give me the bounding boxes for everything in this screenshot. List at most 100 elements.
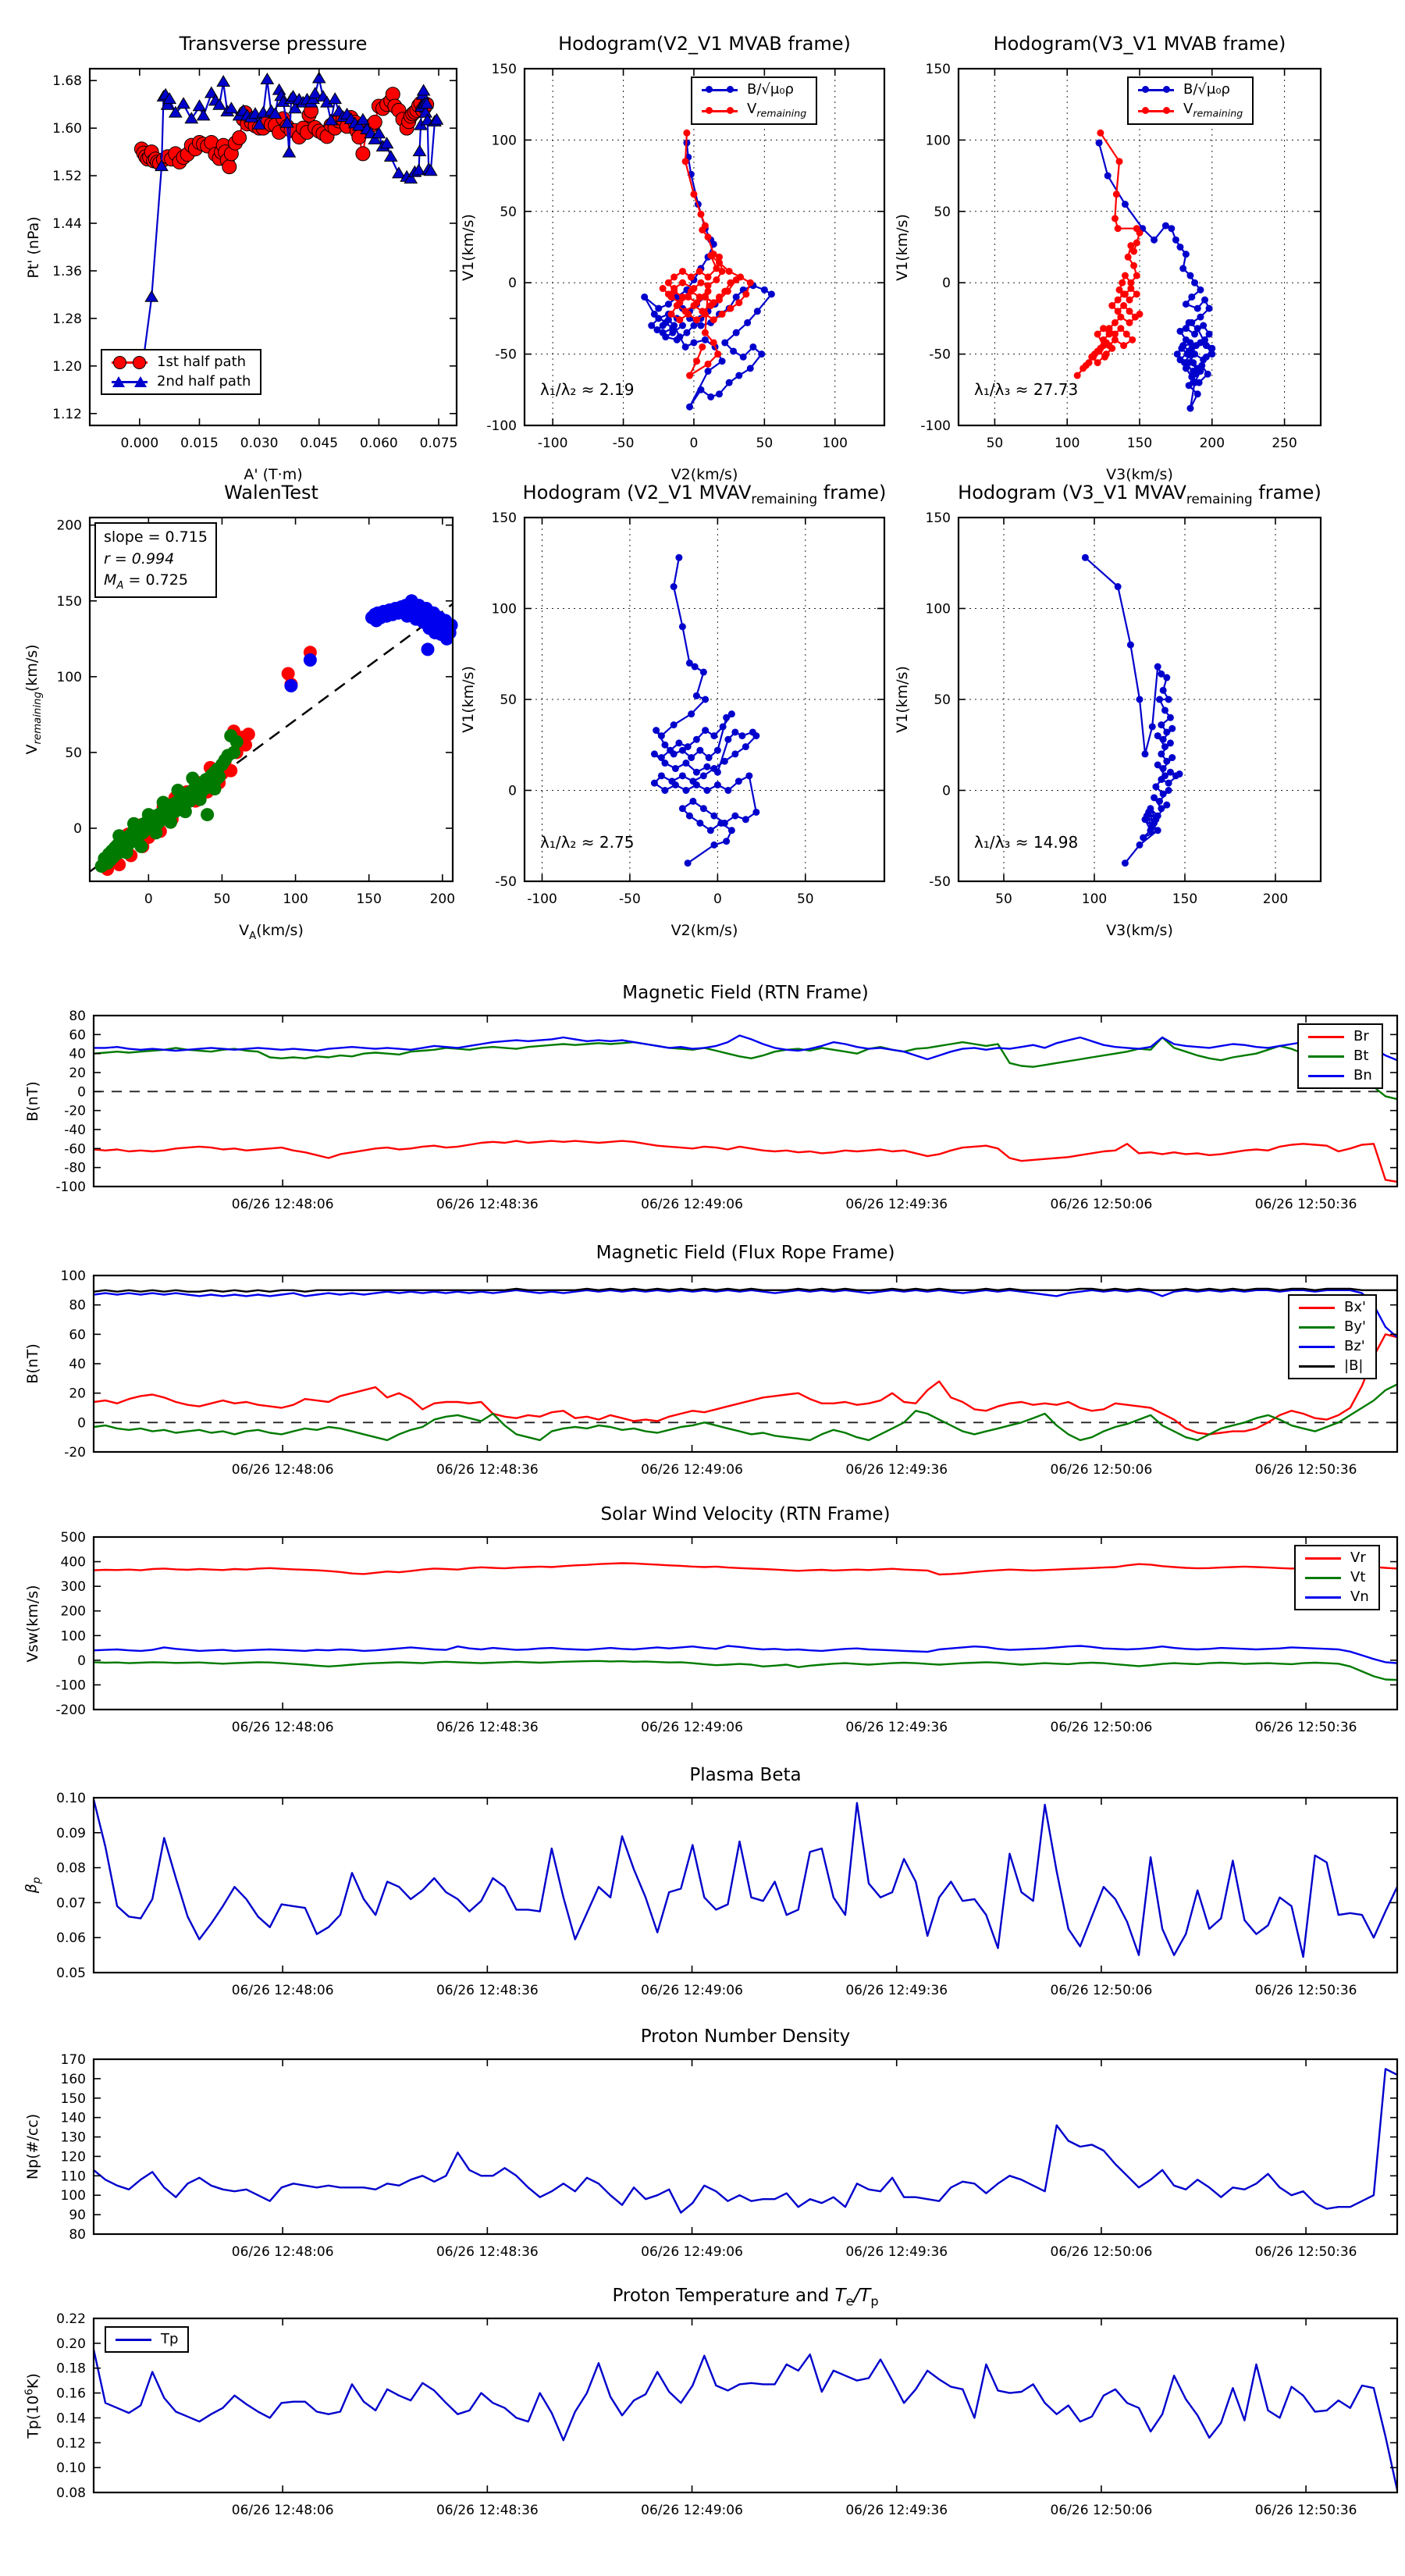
svg-text:06/26 12:48:36: 06/26 12:48:36	[436, 1197, 539, 1212]
title-subscript: e	[845, 2293, 854, 2309]
svg-text:50: 50	[65, 745, 82, 761]
svg-text:0: 0	[942, 784, 951, 799]
svg-text:150: 150	[57, 594, 82, 610]
svg-text:-100: -100	[920, 418, 951, 434]
tp-ylabel: Tp(106K)	[23, 2373, 41, 2439]
title-math: /	[853, 2286, 860, 2306]
svg-text:100: 100	[283, 891, 308, 907]
svg-text:60: 60	[69, 1327, 86, 1343]
red-line-swatch	[1308, 1030, 1344, 1043]
hodogram1-eigenvalue-annotation: λ₁/λ₂ ≈ 2.19	[540, 380, 635, 399]
svg-text:06/26 12:48:36: 06/26 12:48:36	[436, 2503, 539, 2518]
svg-text:300: 300	[61, 1579, 86, 1595]
svg-text:80: 80	[69, 1298, 86, 1314]
vsw-ylabel: Vsw(km/s)	[24, 1584, 41, 1663]
legend-label: By'	[1344, 1318, 1366, 1335]
label-text: = 0.725	[123, 571, 188, 589]
beta-title: Plasma Beta	[689, 1765, 802, 1785]
legend-label: B/√μ₀ρ	[1183, 81, 1230, 98]
svg-text:0.015: 0.015	[180, 436, 219, 451]
walen-ylabel: Vremaining(km/s)	[23, 644, 44, 754]
label-text: (km/s)	[23, 644, 41, 692]
label-subscript: A	[249, 930, 257, 942]
svg-text:170: 170	[61, 2052, 86, 2068]
legend-item: Tp	[116, 2332, 178, 2347]
legend-label: 2nd half path	[157, 373, 251, 390]
svg-text:-100: -100	[486, 418, 517, 434]
svg-text:06/26 12:49:06: 06/26 12:49:06	[641, 2244, 743, 2260]
svg-text:06/26 12:49:06: 06/26 12:49:06	[641, 1197, 743, 1212]
svg-text:50: 50	[934, 692, 951, 708]
svg-text:06/26 12:50:36: 06/26 12:50:36	[1255, 1462, 1357, 1478]
legend-item: |B|	[1299, 1359, 1366, 1373]
legend-label: Vt	[1350, 1569, 1366, 1585]
svg-text:1.36: 1.36	[52, 264, 82, 279]
legend-label: B/√μ₀ρ	[747, 81, 794, 98]
svg-text:0.20: 0.20	[56, 2336, 86, 2352]
pressure-legend: 1st half path 2nd half path	[101, 349, 262, 395]
svg-text:0.16: 0.16	[56, 2386, 86, 2402]
svg-text:06/26 12:50:36: 06/26 12:50:36	[1255, 1197, 1357, 1212]
beta-ylabel: βp	[23, 1877, 43, 1894]
red-dotted-line-swatch	[1138, 105, 1174, 117]
svg-text:06/26 12:49:06: 06/26 12:49:06	[641, 1983, 743, 1998]
svg-text:0.000: 0.000	[121, 436, 159, 451]
svg-text:130: 130	[61, 2130, 86, 2146]
hodogram4-title: Hodogram (V3_V1 MVAVremaining frame)	[958, 482, 1321, 507]
legend-item: B/√μ₀ρ	[1138, 83, 1243, 97]
svg-text:150: 150	[61, 2091, 86, 2107]
svg-text:50: 50	[797, 891, 814, 907]
svg-text:100: 100	[492, 133, 517, 148]
svg-text:200: 200	[57, 518, 82, 534]
b-fluxrope-ylabel: B(nT)	[24, 1343, 41, 1384]
svg-text:06/26 12:50:06: 06/26 12:50:06	[1051, 1720, 1153, 1735]
svg-text:0: 0	[77, 1653, 86, 1669]
blue-dotted-line-swatch	[702, 84, 738, 96]
label-text: K)	[24, 2372, 42, 2389]
hodogram1-legend: B/√μ₀ρ Vremaining	[691, 76, 818, 126]
legend-item: B/√μ₀ρ	[702, 83, 806, 97]
pressure-xlabel: A' (T·m)	[244, 466, 303, 483]
svg-text:06/26 12:50:06: 06/26 12:50:06	[1051, 1983, 1153, 1998]
svg-text:0.08: 0.08	[56, 2485, 86, 2501]
svg-text:150: 150	[1172, 891, 1197, 907]
legend-item: Br	[1308, 1030, 1372, 1044]
svg-text:06/26 12:50:06: 06/26 12:50:06	[1051, 2503, 1153, 2518]
b-fluxrope-title: Magnetic Field (Flux Rope Frame)	[596, 1243, 895, 1263]
legend-item: Vt	[1305, 1571, 1369, 1585]
svg-text:50: 50	[934, 205, 951, 220]
label-subscript: remaining	[31, 692, 44, 745]
legend-item: 2nd half path	[112, 375, 251, 389]
svg-text:0: 0	[144, 891, 153, 907]
title-math: T	[859, 2286, 871, 2306]
legend-item: Bt	[1308, 1049, 1372, 1063]
svg-text:0: 0	[508, 784, 517, 799]
legend-item: Bx'	[1299, 1300, 1366, 1315]
svg-text:50: 50	[987, 436, 1004, 451]
legend-item: Bn	[1308, 1069, 1372, 1083]
svg-text:100: 100	[1055, 436, 1080, 451]
svg-text:1.68: 1.68	[52, 73, 82, 89]
hodogram2-eigenvalue-annotation: λ₁/λ₃ ≈ 27.73	[974, 380, 1079, 399]
svg-text:0.030: 0.030	[240, 436, 279, 451]
svg-text:100: 100	[926, 133, 951, 148]
svg-text:-50: -50	[929, 347, 951, 363]
walen-xlabel: VA(km/s)	[239, 922, 304, 942]
svg-text:1.60: 1.60	[52, 121, 82, 137]
green-line-swatch	[1308, 1050, 1344, 1062]
svg-text:-80: -80	[64, 1161, 86, 1176]
blue-line-swatch	[1299, 1340, 1335, 1353]
tp-title: Proton Temperature and Te/Tp	[612, 2286, 878, 2309]
svg-text:06/26 12:49:36: 06/26 12:49:36	[845, 1197, 948, 1212]
svg-text:06/26 12:49:06: 06/26 12:49:06	[641, 1462, 743, 1478]
svg-text:0.10: 0.10	[56, 1791, 86, 1806]
svg-text:-200: -200	[55, 1703, 86, 1718]
red-line-swatch	[1299, 1301, 1335, 1314]
svg-text:06/26 12:48:06: 06/26 12:48:06	[232, 1983, 334, 1998]
svg-text:100: 100	[61, 1268, 86, 1284]
np-ylabel: Np(#/cc)	[24, 2113, 41, 2180]
svg-text:0.045: 0.045	[300, 436, 338, 451]
svg-text:0.075: 0.075	[420, 436, 458, 451]
svg-text:06/26 12:50:36: 06/26 12:50:36	[1255, 2244, 1357, 2260]
